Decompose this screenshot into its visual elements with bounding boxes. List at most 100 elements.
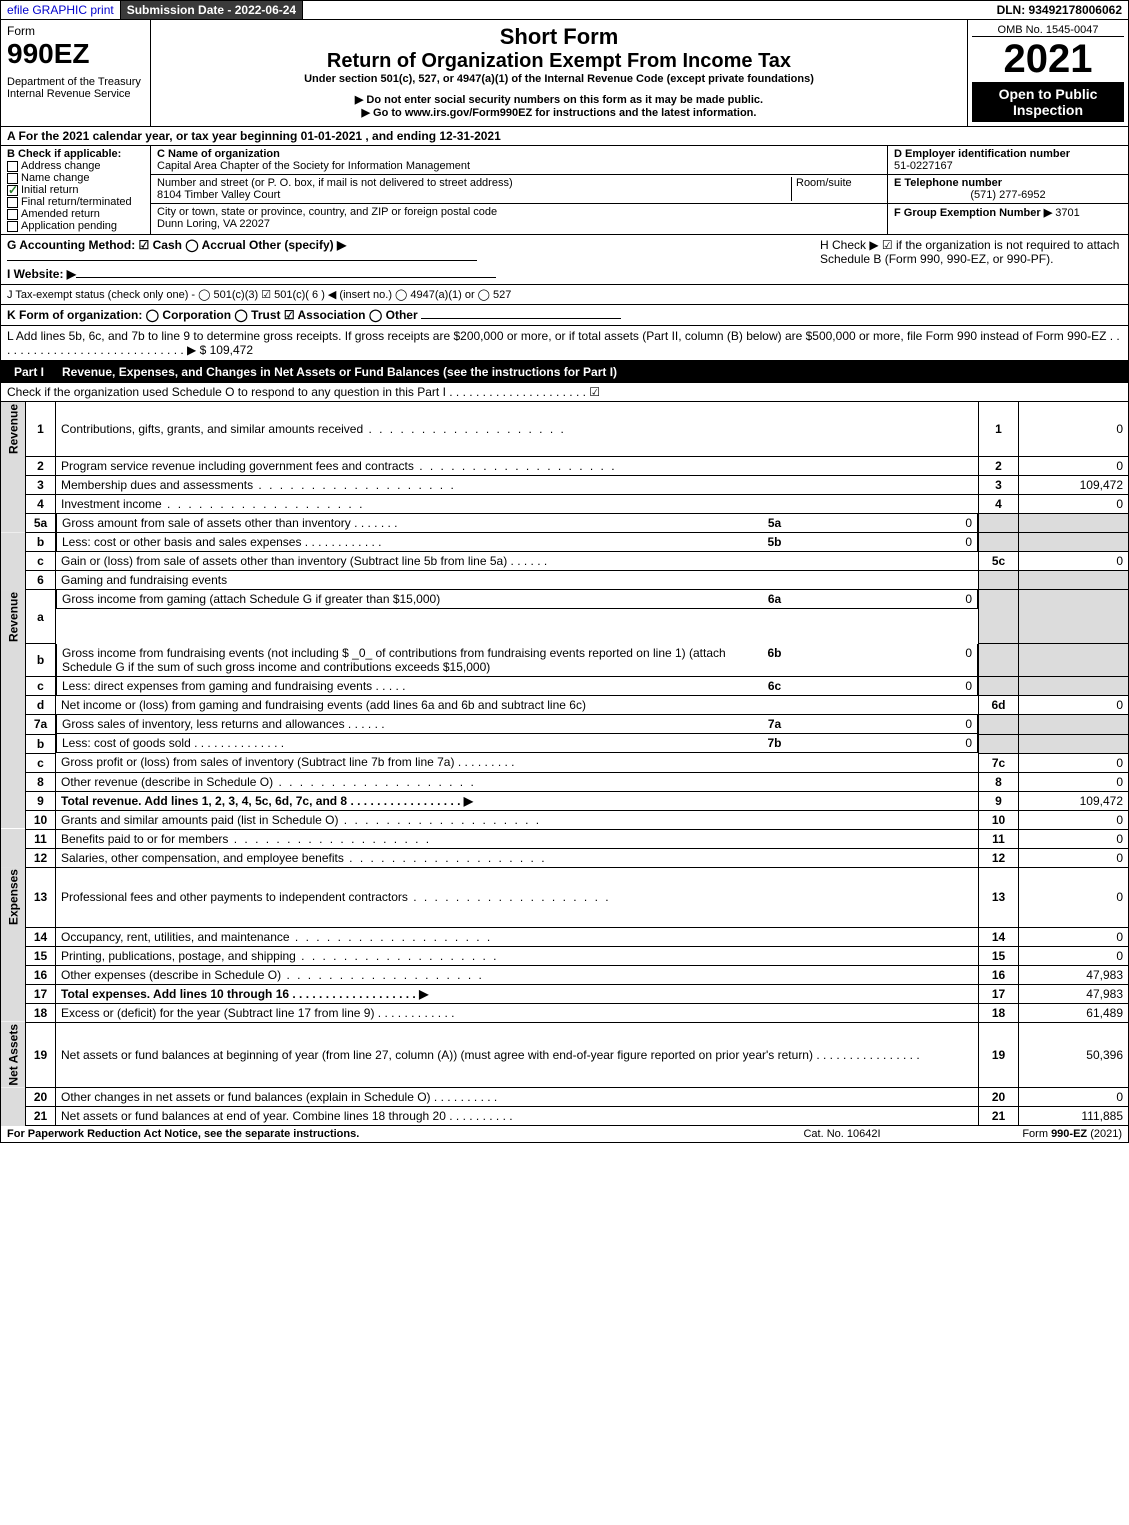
section-gh: G Accounting Method: ☑ Cash ◯ Accrual Ot… bbox=[0, 235, 1129, 285]
line-12-desc: Salaries, other compensation, and employ… bbox=[61, 851, 344, 865]
line-14-desc: Occupancy, rent, utilities, and maintena… bbox=[61, 930, 290, 944]
submission-date: Submission Date - 2022-06-24 bbox=[121, 1, 303, 19]
line-6b-val: 0 bbox=[792, 646, 972, 674]
line-19-desc: Net assets or fund balances at beginning… bbox=[61, 1048, 813, 1062]
line-18-desc: Excess or (deficit) for the year (Subtra… bbox=[61, 1006, 374, 1020]
efile-link[interactable]: efile GRAPHIC print bbox=[1, 1, 121, 19]
f-label: F Group Exemption Number ▶ bbox=[894, 207, 1052, 219]
line-15-desc: Printing, publications, postage, and shi… bbox=[61, 949, 296, 963]
title-short-form: Short Form bbox=[159, 24, 959, 50]
line-6d-desc: Net income or (loss) from gaming and fun… bbox=[56, 696, 979, 715]
line-12-val: 0 bbox=[1019, 848, 1129, 867]
part-label: Part I bbox=[6, 364, 52, 380]
line-17-val: 47,983 bbox=[1019, 984, 1129, 1003]
line-21-desc: Net assets or fund balances at end of ye… bbox=[61, 1109, 446, 1123]
line-5a-desc: Gross amount from sale of assets other t… bbox=[62, 516, 351, 530]
form-number: 990EZ bbox=[7, 38, 144, 70]
goto-link[interactable]: ▶ Go to www.irs.gov/Form990EZ for instru… bbox=[159, 106, 959, 119]
line-k: K Form of organization: ◯ Corporation ◯ … bbox=[0, 305, 1129, 326]
line-6-desc: Gaming and fundraising events bbox=[56, 571, 979, 590]
line-6c-desc: Less: direct expenses from gaming and fu… bbox=[62, 679, 372, 693]
line-5b-val: 0 bbox=[792, 535, 972, 549]
line-11-val: 0 bbox=[1019, 829, 1129, 848]
org-name: Capital Area Chapter of the Society for … bbox=[157, 160, 470, 172]
line-7a-desc: Gross sales of inventory, less returns a… bbox=[62, 717, 345, 731]
footer-right: Form 990-EZ (2021) bbox=[942, 1128, 1122, 1140]
org-city: Dunn Loring, VA 22027 bbox=[157, 218, 270, 230]
line-14-val: 0 bbox=[1019, 927, 1129, 946]
line-8-val: 0 bbox=[1019, 772, 1129, 791]
line-l: L Add lines 5b, 6c, and 7b to line 9 to … bbox=[0, 326, 1129, 361]
line-4-desc: Investment income bbox=[61, 497, 162, 511]
line-5b-desc: Less: cost or other basis and sales expe… bbox=[62, 535, 301, 549]
ein: 51-0227167 bbox=[894, 160, 953, 172]
section-b-through-f: B Check if applicable: Address change Na… bbox=[0, 146, 1129, 235]
line-13-desc: Professional fees and other payments to … bbox=[61, 890, 408, 904]
line-8-desc: Other revenue (describe in Schedule O) bbox=[61, 775, 273, 789]
col-b: B Check if applicable: Address change Na… bbox=[1, 146, 151, 234]
c-city-label: City or town, state or province, country… bbox=[157, 206, 497, 218]
title-return: Return of Organization Exempt From Incom… bbox=[159, 50, 959, 73]
phone: (571) 277-6952 bbox=[894, 189, 1122, 201]
org-address: 8104 Timber Valley Court bbox=[157, 189, 280, 201]
line-6a-desc: Gross income from gaming (attach Schedul… bbox=[62, 592, 757, 606]
ssn-warning: ▶ Do not enter social security numbers o… bbox=[159, 93, 959, 106]
chk-name[interactable]: Name change bbox=[7, 172, 144, 184]
part-1-title: Revenue, Expenses, and Changes in Net As… bbox=[62, 365, 617, 379]
footer-cat: Cat. No. 10642I bbox=[742, 1128, 942, 1140]
subtitle: Under section 501(c), 527, or 4947(a)(1)… bbox=[159, 73, 959, 85]
line-7b-desc: Less: cost of goods sold bbox=[62, 736, 191, 750]
page-footer: For Paperwork Reduction Act Notice, see … bbox=[0, 1126, 1129, 1143]
line-16-desc: Other expenses (describe in Schedule O) bbox=[61, 968, 281, 982]
line-15-val: 0 bbox=[1019, 946, 1129, 965]
chk-amended[interactable]: Amended return bbox=[7, 208, 144, 220]
part-1-check: Check if the organization used Schedule … bbox=[0, 383, 1129, 402]
chk-address[interactable]: Address change bbox=[7, 160, 144, 172]
chk-initial[interactable]: Initial return bbox=[7, 184, 144, 196]
line-7c-val: 0 bbox=[1019, 753, 1129, 772]
footer-left: For Paperwork Reduction Act Notice, see … bbox=[7, 1128, 742, 1140]
line-18-val: 61,489 bbox=[1019, 1003, 1129, 1022]
line-6c-val: 0 bbox=[792, 679, 972, 693]
line-2-val: 0 bbox=[1019, 456, 1129, 475]
line-19-val: 50,396 bbox=[1019, 1022, 1129, 1088]
line-g: G Accounting Method: ☑ Cash ◯ Accrual Ot… bbox=[7, 238, 477, 261]
dln: DLN: 93492178006062 bbox=[991, 1, 1128, 19]
line-10-val: 0 bbox=[1019, 810, 1129, 829]
line-6a-val: 0 bbox=[792, 592, 972, 606]
line-a: A For the 2021 calendar year, or tax yea… bbox=[0, 127, 1129, 146]
chk-final[interactable]: Final return/terminated bbox=[7, 196, 144, 208]
line-21-val: 111,885 bbox=[1019, 1107, 1129, 1126]
col-c: C Name of organization Capital Area Chap… bbox=[151, 146, 888, 234]
line-h: H Check ▶ ☑ if the organization is not r… bbox=[812, 238, 1122, 281]
line-5c-desc: Gain or (loss) from sale of assets other… bbox=[61, 554, 507, 568]
side-revenue: Revenue bbox=[1, 402, 26, 456]
form-label: Form bbox=[7, 24, 144, 38]
dept: Department of the Treasury Internal Reve… bbox=[7, 76, 144, 100]
b-title: B Check if applicable: bbox=[7, 148, 144, 160]
line-1-desc: Contributions, gifts, grants, and simila… bbox=[61, 422, 363, 436]
tax-year: 2021 bbox=[972, 37, 1124, 82]
c-addr-label: Number and street (or P. O. box, if mail… bbox=[157, 177, 513, 189]
line-6d-val: 0 bbox=[1019, 696, 1129, 715]
e-label: E Telephone number bbox=[894, 177, 1002, 189]
chk-pending[interactable]: Application pending bbox=[7, 220, 144, 232]
room-suite: Room/suite bbox=[791, 177, 881, 201]
line-9-val: 109,472 bbox=[1019, 791, 1129, 810]
line-5a-val: 0 bbox=[792, 516, 972, 530]
line-7a-val: 0 bbox=[792, 717, 972, 731]
line-16-val: 47,983 bbox=[1019, 965, 1129, 984]
line-i: I Website: ▶ bbox=[7, 267, 76, 281]
open-inspection: Open to Public Inspection bbox=[972, 82, 1124, 122]
line-6b-desc: Gross income from fundraising events (no… bbox=[62, 646, 757, 674]
col-def: D Employer identification number 51-0227… bbox=[888, 146, 1128, 234]
line-13-val: 0 bbox=[1019, 867, 1129, 927]
line-11-desc: Benefits paid to or for members bbox=[61, 832, 228, 846]
line-3-desc: Membership dues and assessments bbox=[61, 478, 253, 492]
line-5c-val: 0 bbox=[1019, 552, 1129, 571]
group-exemption: 3701 bbox=[1055, 207, 1079, 219]
line-20-val: 0 bbox=[1019, 1088, 1129, 1107]
line-j: J Tax-exempt status (check only one) - ◯… bbox=[0, 285, 1129, 305]
line-7c-desc: Gross profit or (loss) from sales of inv… bbox=[61, 755, 454, 769]
line-20-desc: Other changes in net assets or fund bala… bbox=[61, 1090, 431, 1104]
